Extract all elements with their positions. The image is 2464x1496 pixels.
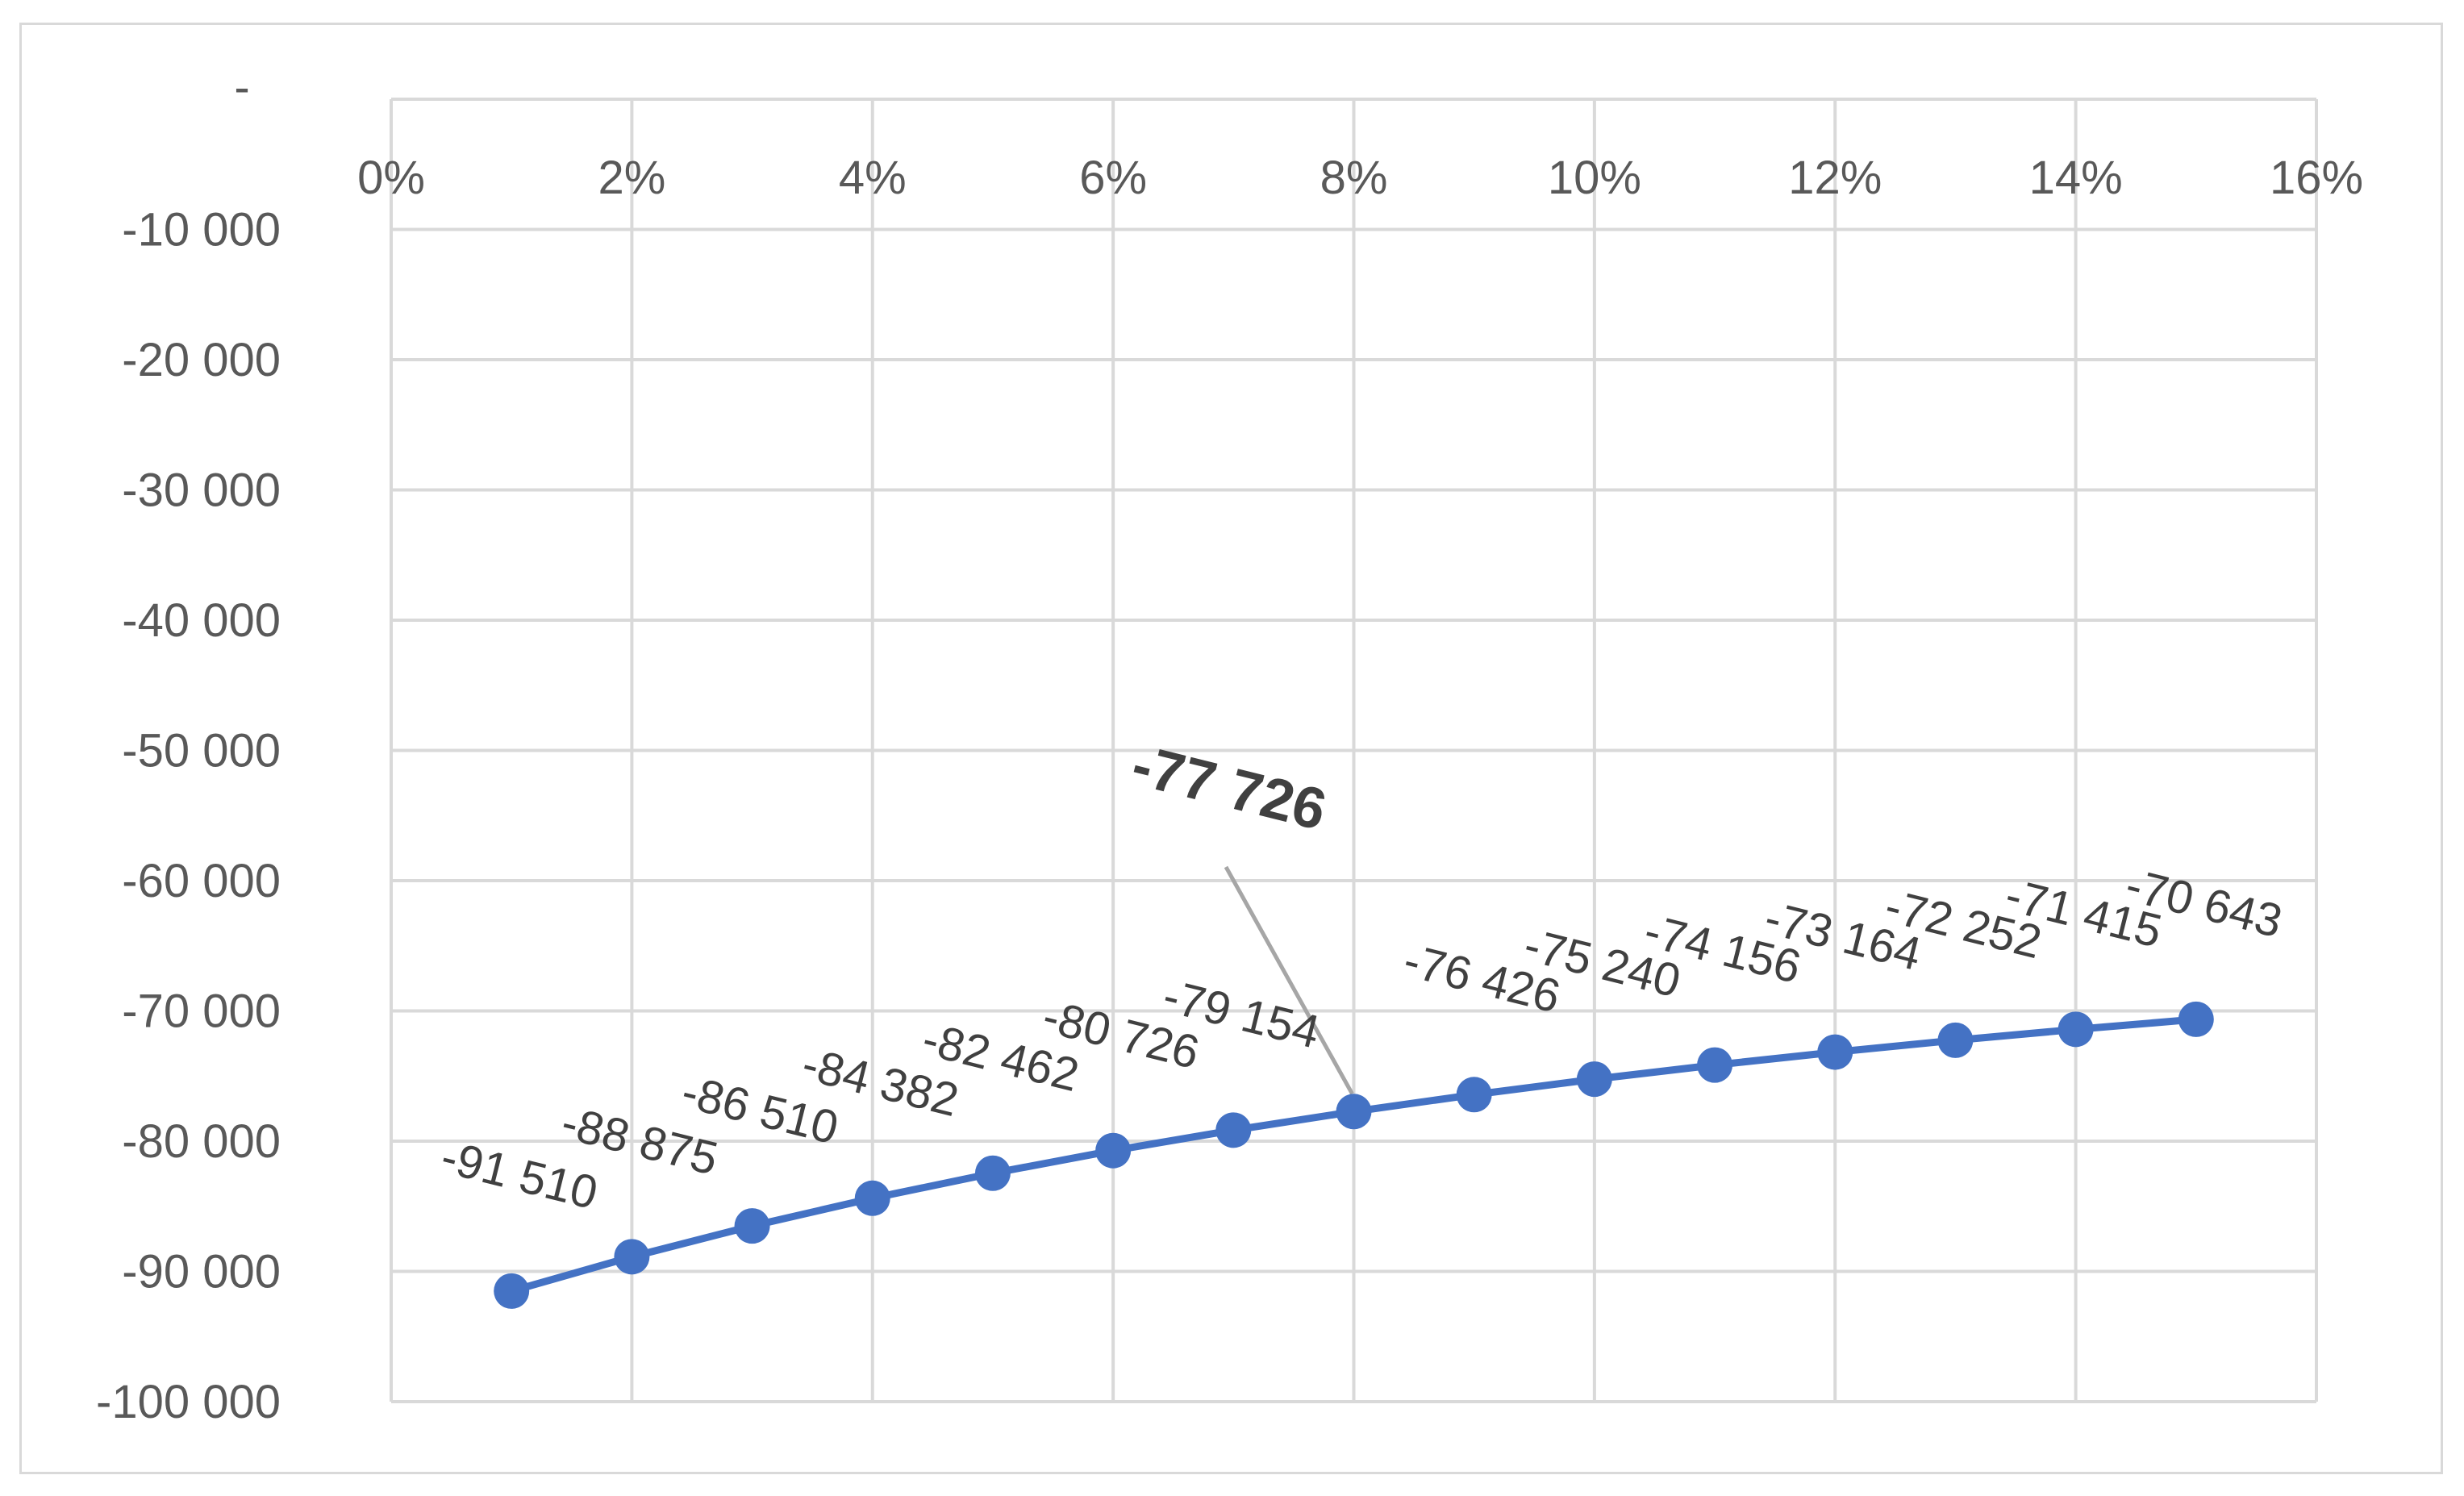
y-tick-label: -50 000 — [122, 725, 281, 777]
y-tick-label: -80 000 — [122, 1115, 281, 1168]
data-point — [614, 1239, 650, 1275]
data-point — [1456, 1077, 1492, 1113]
x-tick-label: 16% — [2270, 152, 2363, 204]
data-point — [2178, 1001, 2214, 1037]
data-point — [494, 1273, 530, 1309]
y-tick-label: -90 000 — [122, 1246, 281, 1298]
leader-line — [1224, 865, 1354, 1095]
y-tick-label: -20 000 — [122, 334, 281, 386]
x-tick-label: 4% — [839, 152, 907, 204]
data-point — [974, 1155, 1011, 1191]
x-tick-label: 12% — [1788, 152, 1882, 204]
data-point — [1697, 1047, 1733, 1083]
y-tick-label: -100 000 — [96, 1376, 281, 1428]
data-point — [1817, 1034, 1853, 1070]
data-point — [2058, 1011, 2094, 1048]
y-tick-label: -30 000 — [122, 465, 281, 517]
x-tick-label: 14% — [2029, 152, 2123, 204]
y-tick-label: -70 000 — [122, 986, 281, 1038]
x-tick-label: 6% — [1079, 152, 1147, 204]
data-point — [1215, 1112, 1252, 1148]
y-tick-label: -40 000 — [122, 594, 281, 647]
data-point — [1336, 1094, 1372, 1130]
data-point — [734, 1208, 770, 1244]
y-tick-label: -10 000 — [122, 204, 281, 256]
data-point — [854, 1180, 890, 1216]
x-tick-label: 0% — [357, 152, 425, 204]
chart-frame — [19, 23, 2443, 1474]
data-point — [1576, 1061, 1612, 1098]
data-point — [1937, 1022, 1974, 1058]
x-tick-label: 8% — [1320, 152, 1388, 204]
x-tick-label: 2% — [598, 152, 665, 204]
y-tick-label: -60 000 — [122, 855, 281, 907]
data-point — [1095, 1132, 1132, 1169]
x-tick-label: 10% — [1548, 152, 1641, 204]
y-tick-label: - — [234, 61, 249, 114]
